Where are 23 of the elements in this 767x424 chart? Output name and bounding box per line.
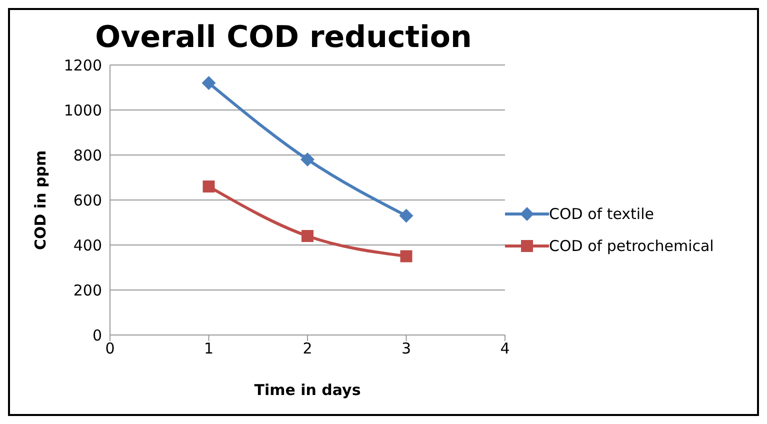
point	[300, 152, 314, 166]
x-tick-label: 0	[105, 340, 115, 358]
y-tick-label: 1000	[64, 101, 102, 120]
y-tick-label: 400	[73, 236, 102, 254]
x-tick-label: 4	[500, 340, 510, 358]
y-tick-label: 0	[92, 326, 102, 344]
legend-label: COD of petrochemical	[549, 237, 714, 255]
y-axis-title: COD in ppm	[31, 150, 50, 250]
point	[400, 250, 412, 262]
legend-label: COD of textile	[549, 205, 654, 223]
point	[399, 208, 414, 223]
x-axis-title: Time in days	[254, 381, 361, 399]
x-tick-label: 3	[401, 340, 412, 358]
x-tick-label: 2	[302, 340, 312, 358]
point	[202, 180, 215, 192]
y-tick-label: 1200	[64, 56, 102, 74]
y-tick-label: 200	[73, 281, 102, 300]
point	[202, 76, 216, 90]
x-tick-label: 1	[204, 340, 214, 358]
y-tick-label: 600	[73, 191, 102, 210]
y-tick-label: 800	[73, 146, 102, 164]
chart-title: Overall COD reduction	[94, 20, 473, 55]
point	[302, 230, 314, 242]
